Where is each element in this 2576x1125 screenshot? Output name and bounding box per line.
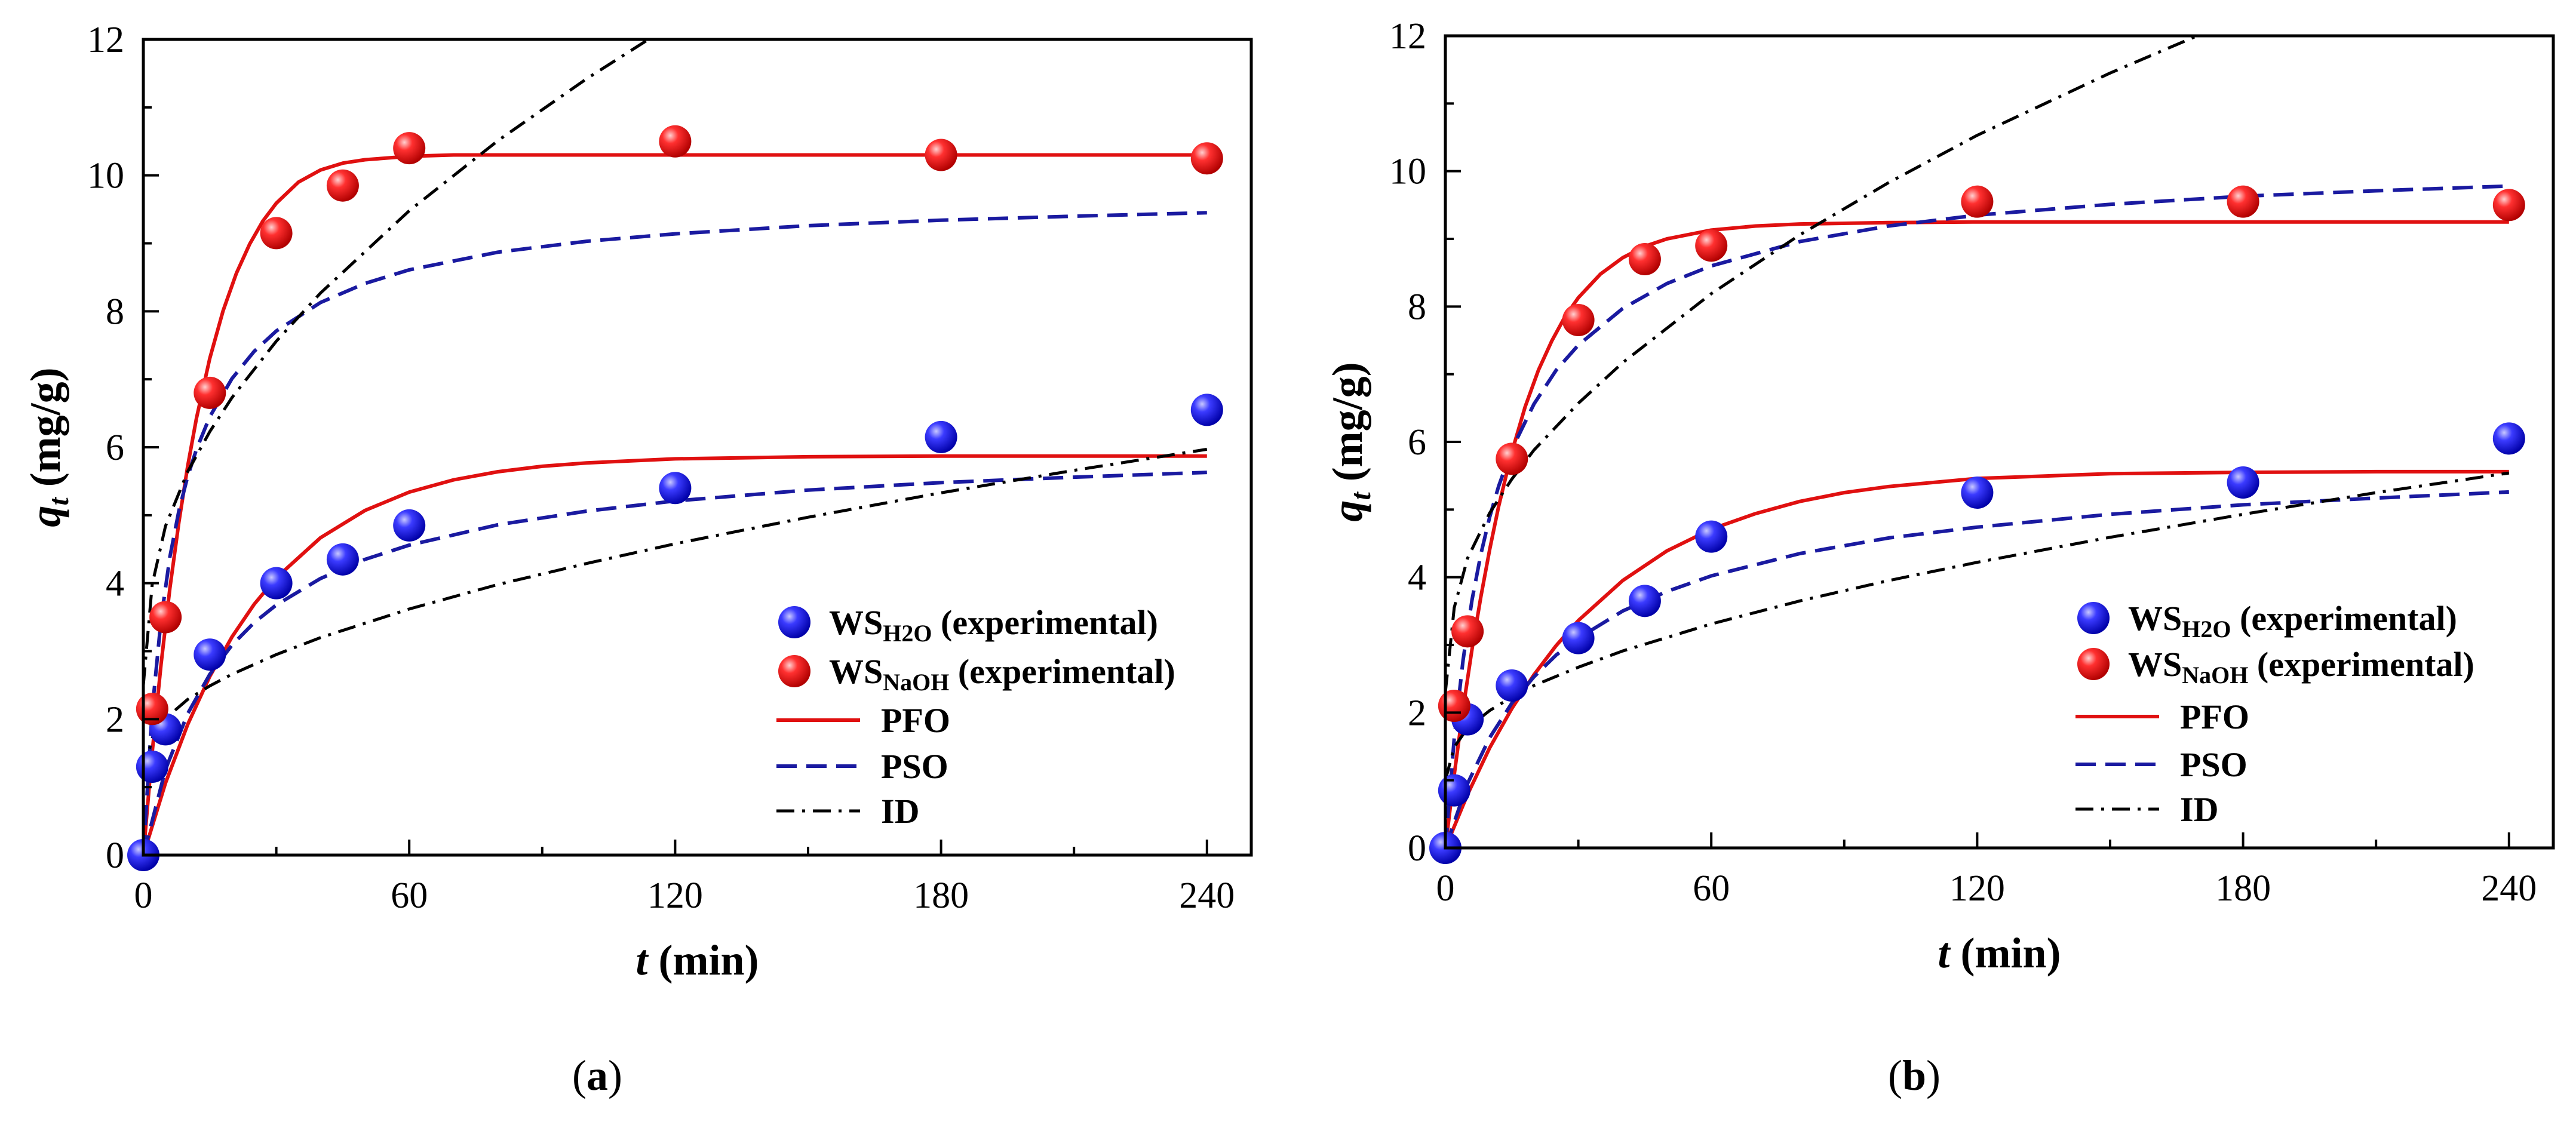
x-axis-label: t (min): [1938, 929, 2061, 977]
plot-frame: [1444, 34, 2555, 850]
y-axis-label: qt (mg/g): [1324, 362, 1377, 521]
data-point-h2o: [1695, 520, 1728, 553]
x-tick-label: 60: [1693, 868, 1730, 909]
x-tick-label: 180: [913, 875, 969, 916]
y-tick-label: 6: [1408, 422, 1426, 463]
data-point-naoh: [1451, 615, 1484, 648]
fit-curve-pfo-naoh: [1445, 220, 2509, 848]
data-point-naoh: [194, 376, 226, 409]
panel-caption: (b): [1888, 1052, 1941, 1099]
plot-frame: [142, 38, 1253, 857]
fit-curve-pso-h2o: [143, 471, 1207, 855]
legend-label-id: ID: [2180, 790, 2218, 829]
x-tick-label: 120: [1949, 868, 2005, 909]
legend: WSH2O (experimental)WSNaOH (experimental…: [2075, 599, 2474, 829]
data-point-naoh: [1562, 304, 1595, 336]
y-tick-label: 0: [106, 835, 124, 876]
y-axis-label: qt (mg/g): [22, 367, 75, 527]
data-point-naoh: [1190, 142, 1223, 175]
data-point-h2o: [260, 567, 293, 600]
data-point-h2o: [393, 509, 426, 542]
data-point-naoh: [393, 132, 426, 165]
data-point-naoh: [1961, 185, 1994, 218]
data-point-naoh: [326, 169, 359, 202]
data-point-h2o: [1562, 622, 1595, 654]
legend-marker-h2o: [778, 606, 810, 638]
y-tick-label: 0: [1408, 828, 1426, 869]
fit-curve-pso-naoh: [1445, 184, 2509, 848]
fit-curve-pfo-naoh: [143, 153, 1207, 855]
data-point-naoh: [2492, 189, 2525, 222]
y-tick-label: 2: [1408, 693, 1426, 733]
data-point-naoh: [1695, 229, 1728, 262]
fit-curve-id-naoh: [1445, 36, 2202, 693]
y-tick-label: 6: [106, 428, 124, 468]
fit-curve-pso-h2o: [1445, 490, 2509, 848]
data-point-naoh: [659, 125, 692, 158]
legend-label-pfo: PFO: [881, 701, 950, 740]
x-tick-label: 240: [1179, 875, 1235, 916]
y-tick-label: 4: [106, 564, 124, 604]
x-tick-label: 0: [134, 875, 153, 916]
y-tick-label: 10: [1389, 152, 1426, 192]
y-tick-label: 12: [1389, 16, 1426, 57]
panel-a: 0 60 120 180 240 0 2 4 6 8 10 12 t (min) qt (mg/g) WSH…: [22, 20, 1253, 1099]
fit-curves: [143, 39, 1208, 855]
data-point-naoh: [260, 217, 293, 250]
y-tick-label: 8: [1408, 287, 1426, 327]
data-point-h2o: [1496, 669, 1528, 702]
y-tick-label: 12: [87, 20, 124, 60]
y-tick-label: 2: [106, 699, 124, 740]
data-point-h2o: [1190, 394, 1223, 426]
legend-label-pso: PSO: [881, 747, 948, 786]
legend-label-naoh: WSNaOH (experimental): [829, 652, 1175, 696]
data-point-h2o: [2492, 422, 2525, 455]
data-point-h2o: [925, 420, 957, 453]
panel-b: 0 60 120 180 240 0 2 4 6 8 10 12 t (min) qt (mg/g) WSH…: [1324, 16, 2555, 1099]
data-point-h2o: [659, 472, 692, 505]
legend-label-naoh: WSNaOH (experimental): [2128, 645, 2474, 688]
legend-label-h2o: WSH2O (experimental): [829, 603, 1158, 647]
fit-curve-id-naoh: [143, 39, 652, 686]
legend-label-h2o: WSH2O (experimental): [2128, 599, 2457, 643]
x-tick-label: 120: [647, 875, 703, 916]
data-point-naoh: [925, 139, 957, 171]
data-point-naoh: [1628, 243, 1661, 275]
legend-label-pfo: PFO: [2180, 697, 2249, 736]
fit-curve-id-h2o: [143, 447, 1208, 774]
data-point-h2o: [326, 543, 359, 576]
x-tick-label: 60: [391, 875, 428, 916]
legend-marker-naoh: [2077, 648, 2110, 680]
x-tick-label: 180: [2215, 868, 2271, 909]
data-point-naoh: [149, 601, 182, 634]
legend-label-id: ID: [881, 792, 919, 831]
legend-label-pso: PSO: [2180, 745, 2248, 784]
data-point-h2o: [1628, 585, 1661, 617]
panel-caption: (a): [572, 1052, 622, 1099]
fit-curve-pso-naoh: [143, 211, 1207, 855]
data-point-h2o: [1961, 477, 1994, 509]
fit-curves: [1445, 36, 2510, 848]
data-point-h2o: [136, 751, 168, 783]
data-point-naoh: [2227, 185, 2259, 218]
data-point-naoh: [1438, 690, 1470, 722]
data-point-naoh: [1496, 442, 1528, 475]
legend-marker-h2o: [2077, 602, 2110, 634]
data-point-h2o: [2227, 466, 2259, 499]
legend: WSH2O (experimental) WSNaOH (experimental…: [776, 603, 1175, 831]
data-point-h2o: [194, 638, 226, 671]
y-tick-label: 10: [87, 156, 124, 196]
data-point-h2o: [1438, 774, 1470, 807]
y-tick-label: 8: [106, 291, 124, 332]
x-tick-label: 240: [2481, 868, 2537, 909]
legend-marker-naoh: [778, 655, 810, 687]
x-axis-label: t (min): [636, 936, 759, 984]
y-tick-label: 4: [1408, 558, 1426, 598]
x-tick-label: 0: [1436, 868, 1455, 909]
